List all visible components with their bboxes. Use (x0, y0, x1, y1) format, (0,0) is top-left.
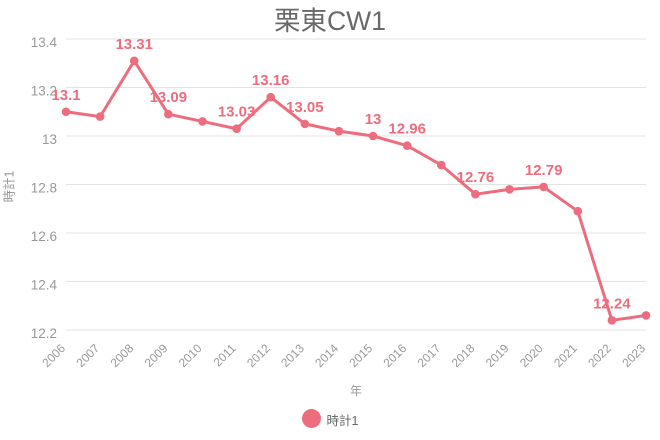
svg-text:12.6: 12.6 (31, 229, 57, 244)
svg-text:2014: 2014 (312, 341, 341, 370)
svg-text:2013: 2013 (278, 341, 307, 370)
svg-text:2019: 2019 (483, 341, 512, 370)
svg-text:2018: 2018 (449, 341, 478, 370)
svg-text:12.76: 12.76 (457, 169, 495, 186)
svg-text:13: 13 (42, 132, 57, 147)
svg-text:12.4: 12.4 (31, 278, 58, 293)
svg-text:2008: 2008 (108, 341, 137, 370)
svg-text:2012: 2012 (244, 341, 273, 370)
svg-text:13.1: 13.1 (51, 87, 80, 104)
svg-text:12.24: 12.24 (593, 295, 631, 312)
svg-text:2010: 2010 (176, 341, 205, 370)
svg-text:2015: 2015 (346, 341, 375, 370)
svg-text:2021: 2021 (551, 341, 580, 370)
svg-text:2006: 2006 (39, 341, 68, 370)
svg-text:13: 13 (365, 111, 382, 128)
svg-text:2009: 2009 (142, 341, 171, 370)
svg-text:2020: 2020 (517, 341, 546, 370)
svg-text:2022: 2022 (585, 341, 614, 370)
svg-text:12.8: 12.8 (31, 181, 57, 196)
svg-text:13.05: 13.05 (286, 99, 324, 116)
svg-text:13.16: 13.16 (252, 72, 290, 89)
svg-text:13.03: 13.03 (218, 104, 256, 121)
svg-text:12.79: 12.79 (525, 162, 563, 179)
svg-text:12.96: 12.96 (388, 121, 426, 138)
svg-text:12.2: 12.2 (31, 326, 57, 341)
svg-text:2007: 2007 (73, 341, 102, 370)
svg-text:13.31: 13.31 (115, 36, 153, 53)
svg-text:2016: 2016 (381, 341, 410, 370)
svg-text:2023: 2023 (619, 341, 648, 370)
svg-text:2017: 2017 (415, 341, 444, 370)
svg-text:2011: 2011 (211, 341, 239, 369)
svg-text:13.09: 13.09 (150, 89, 188, 106)
